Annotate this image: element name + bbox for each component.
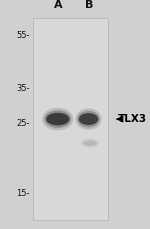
Text: 25-: 25- (16, 119, 30, 128)
Ellipse shape (83, 141, 97, 146)
Ellipse shape (42, 108, 74, 131)
Bar (33, 18, 108, 220)
Text: TLX3: TLX3 (118, 114, 147, 124)
Ellipse shape (79, 113, 98, 125)
Ellipse shape (77, 111, 100, 127)
Text: A: A (53, 0, 62, 10)
Ellipse shape (75, 108, 102, 130)
Text: 55-: 55- (16, 31, 30, 40)
Ellipse shape (46, 113, 69, 125)
Text: 15-: 15- (16, 189, 30, 198)
Ellipse shape (44, 110, 71, 128)
Text: B: B (85, 0, 93, 10)
Ellipse shape (81, 139, 99, 148)
Text: 35-: 35- (16, 84, 30, 93)
